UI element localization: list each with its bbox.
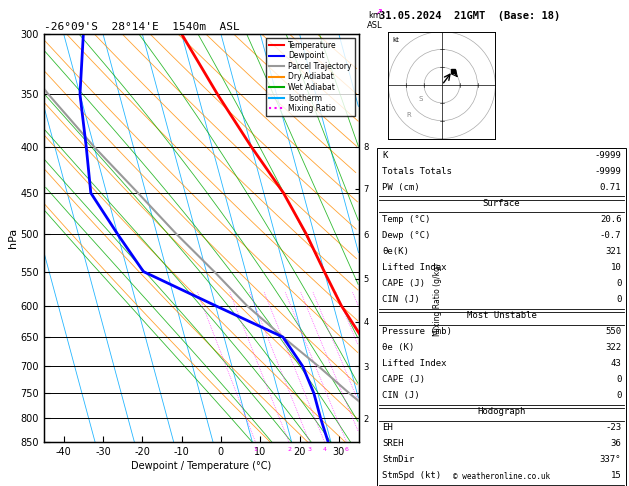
Text: 0: 0: [616, 391, 621, 400]
Text: 43: 43: [611, 359, 621, 368]
Text: 15: 15: [611, 471, 621, 481]
Text: SREH: SREH: [382, 439, 403, 449]
Text: CIN (J): CIN (J): [382, 295, 420, 304]
Legend: Temperature, Dewpoint, Parcel Trajectory, Dry Adiabat, Wet Adiabat, Isotherm, Mi: Temperature, Dewpoint, Parcel Trajectory…: [266, 38, 355, 116]
Text: 31.05.2024  21GMT  (Base: 18): 31.05.2024 21GMT (Base: 18): [379, 11, 560, 21]
Text: θe (K): θe (K): [382, 343, 414, 352]
Text: 6: 6: [345, 447, 348, 452]
Text: -9999: -9999: [594, 167, 621, 176]
Text: EH: EH: [382, 423, 392, 433]
Text: CIN (J): CIN (J): [382, 391, 420, 400]
Text: -26°09'S  28°14'E  1540m  ASL: -26°09'S 28°14'E 1540m ASL: [44, 22, 240, 32]
Text: -23: -23: [605, 423, 621, 433]
Text: 10: 10: [611, 263, 621, 272]
Text: 2: 2: [287, 447, 291, 452]
Text: 20.6: 20.6: [600, 215, 621, 224]
Text: K: K: [382, 151, 387, 160]
Text: 1: 1: [253, 447, 257, 452]
Text: 3: 3: [308, 447, 311, 452]
Text: StmDir: StmDir: [382, 455, 414, 465]
Text: Most Unstable: Most Unstable: [467, 311, 537, 320]
Text: CAPE (J): CAPE (J): [382, 279, 425, 288]
Text: 0: 0: [616, 295, 621, 304]
Text: 0: 0: [616, 279, 621, 288]
Text: ↗: ↗: [374, 7, 382, 17]
Text: © weatheronline.co.uk: © weatheronline.co.uk: [453, 472, 550, 481]
X-axis label: Dewpoint / Temperature (°C): Dewpoint / Temperature (°C): [131, 461, 271, 471]
Text: 550: 550: [605, 327, 621, 336]
Text: -9999: -9999: [594, 151, 621, 160]
Text: 0.71: 0.71: [600, 183, 621, 192]
Text: Lifted Index: Lifted Index: [382, 359, 447, 368]
Text: Pressure (mb): Pressure (mb): [382, 327, 452, 336]
Text: 4: 4: [323, 447, 326, 452]
Text: Dewp (°C): Dewp (°C): [382, 231, 430, 240]
Text: 36: 36: [611, 439, 621, 449]
Text: 337°: 337°: [600, 455, 621, 465]
Text: CAPE (J): CAPE (J): [382, 375, 425, 384]
Text: hPa: hPa: [8, 228, 18, 248]
Text: -0.7: -0.7: [600, 231, 621, 240]
Text: Surface: Surface: [483, 199, 520, 208]
Text: R: R: [406, 112, 411, 118]
Text: S: S: [419, 96, 423, 102]
Text: θe(K): θe(K): [382, 247, 409, 256]
Text: 322: 322: [605, 343, 621, 352]
Text: Mixing Ratio (g/kg): Mixing Ratio (g/kg): [433, 263, 442, 336]
Text: km
ASL: km ASL: [367, 11, 382, 30]
Text: kt: kt: [392, 37, 399, 43]
Text: Temp (°C): Temp (°C): [382, 215, 430, 224]
Text: Hodograph: Hodograph: [477, 407, 526, 417]
Text: Totals Totals: Totals Totals: [382, 167, 452, 176]
Text: 321: 321: [605, 247, 621, 256]
Text: 0: 0: [616, 375, 621, 384]
Text: PW (cm): PW (cm): [382, 183, 420, 192]
Text: StmSpd (kt): StmSpd (kt): [382, 471, 441, 481]
Text: Lifted Index: Lifted Index: [382, 263, 447, 272]
